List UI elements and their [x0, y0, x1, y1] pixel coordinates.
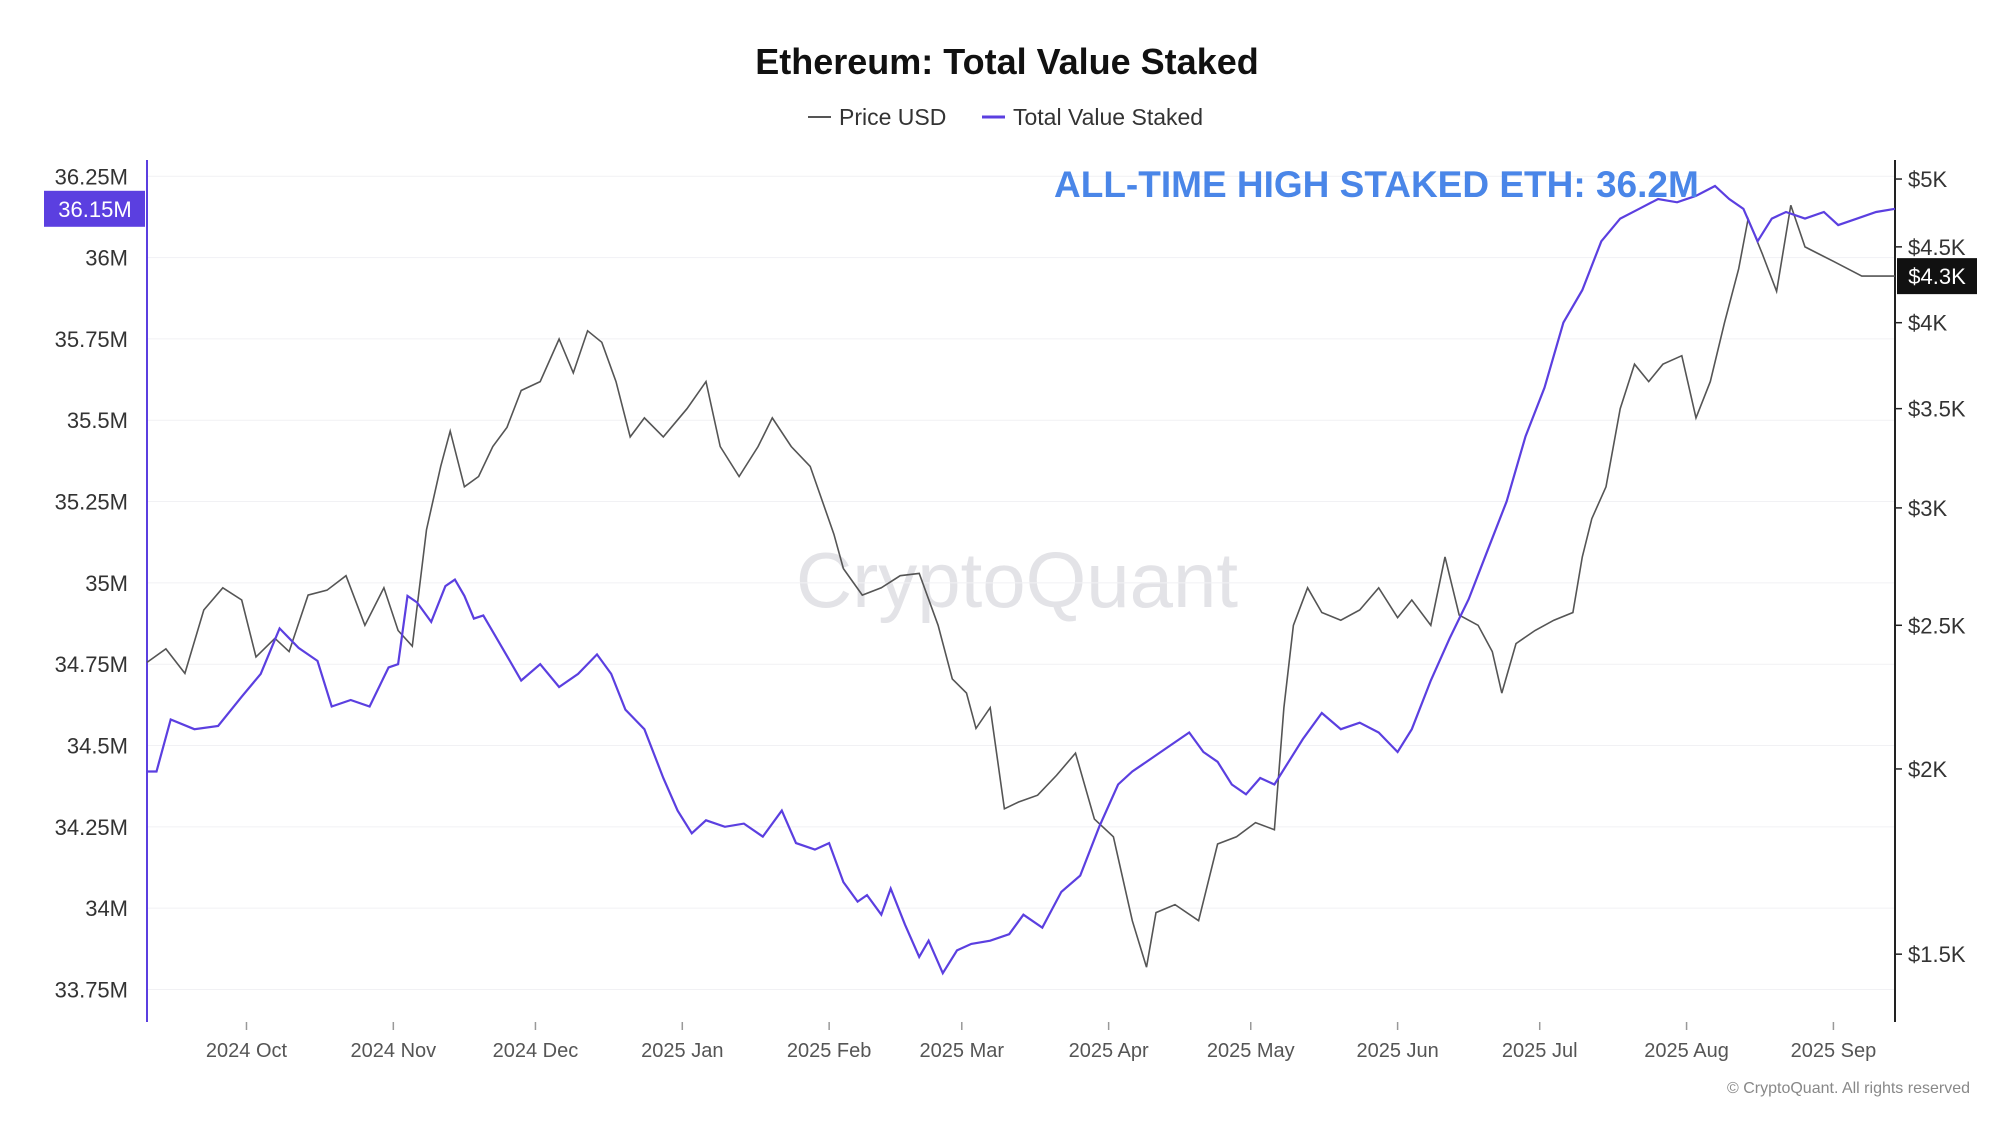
right-tick-label: $4.5K — [1908, 235, 1966, 260]
total-value-staked-line[interactable] — [147, 184, 1896, 976]
grid-lines — [147, 175, 1895, 990]
x-tick-label: 2024 Nov — [351, 1040, 437, 1062]
right-tick-label: $3.5K — [1908, 397, 1966, 422]
x-tick-label: 2025 Mar — [920, 1040, 1005, 1062]
x-tick-label: 2024 Oct — [206, 1040, 288, 1062]
right-tick-label: $2K — [1908, 757, 1947, 782]
watermark-logo: CryptoQuant — [796, 536, 1239, 624]
left-tick-label: 34.5M — [67, 734, 128, 759]
right-axis-ticks: $5K $4.5K $4K $3.5K $3K $2.5K $2K $1.5K — [1895, 167, 1966, 967]
left-tick-label: 35.5M — [67, 408, 128, 433]
right-tick-label: $4K — [1908, 311, 1947, 336]
x-tick-label: 2025 Sep — [1791, 1040, 1877, 1062]
right-current-value: $4.3K — [1908, 264, 1966, 289]
x-tick-label: 2025 Jun — [1356, 1040, 1438, 1062]
left-tick-label: 34M — [85, 896, 128, 921]
legend-item-staked[interactable]: Total Value Staked — [1013, 104, 1203, 130]
left-tick-label: 35M — [85, 571, 128, 596]
left-tick-label: 36.25M — [55, 164, 128, 189]
left-tick-label: 35.75M — [55, 327, 128, 352]
left-current-value: 36.15M — [58, 197, 131, 222]
left-tick-label: 35.25M — [55, 490, 128, 515]
left-tick-label: 34.75M — [55, 652, 128, 677]
legend-item-price[interactable]: Price USD — [839, 104, 946, 130]
copyright-notice: © CryptoQuant. All rights reserved — [1727, 1080, 1970, 1097]
left-current-value-badge: 36.15M — [44, 190, 145, 227]
x-tick-label: 2025 Jan — [641, 1040, 723, 1062]
right-tick-label: $5K — [1908, 167, 1947, 192]
left-tick-label: 34.25M — [55, 815, 128, 840]
ath-annotation: ALL-TIME HIGH STAKED ETH: 36.2M — [1054, 164, 1699, 205]
left-tick-label: 36M — [85, 246, 128, 271]
chart-legend[interactable]: Price USD Total Value Staked — [808, 104, 1203, 130]
right-tick-label: $2.5K — [1908, 613, 1966, 638]
left-axis-ticks: 36.25M 36M 35.75M 35.5M 35.25M 35M 34.75M 34.5M… — [55, 164, 128, 1002]
price-usd-line[interactable] — [146, 205, 1895, 968]
x-tick-label: 2025 Apr — [1069, 1040, 1149, 1062]
x-tick-label: 2025 May — [1207, 1040, 1295, 1062]
x-tick-label: 2025 Aug — [1644, 1040, 1729, 1062]
right-current-value-badge: $4.3K — [1897, 258, 1977, 295]
x-tick-label: 2025 Jul — [1502, 1040, 1578, 1062]
x-tick-label: 2025 Feb — [787, 1040, 872, 1062]
right-tick-label: $1.5K — [1908, 942, 1966, 967]
x-axis-ticks: 2024 Oct 2024 Nov 2024 Dec 2025 Jan 2025 Feb… — [206, 1022, 1876, 1062]
x-tick-label: 2024 Dec — [493, 1040, 579, 1062]
right-tick-label: $3K — [1908, 496, 1947, 521]
left-tick-label: 33.75M — [55, 977, 128, 1002]
chart-title: Ethereum: Total Value Staked — [755, 41, 1258, 82]
